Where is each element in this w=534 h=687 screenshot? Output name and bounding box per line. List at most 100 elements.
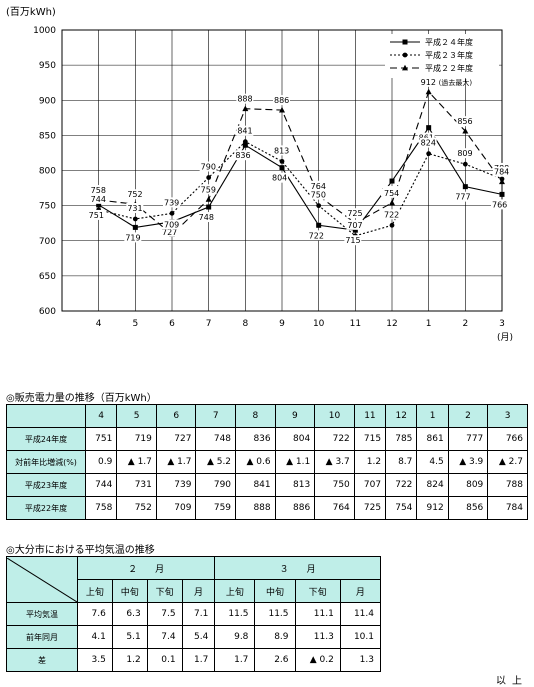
table-cell: 766 [487, 427, 528, 451]
data-label: 752 [127, 190, 142, 199]
chart-series [95, 88, 505, 239]
temperature-table: ２ 月 ３ 月 上旬 中旬 下旬月上旬 中旬 下旬月 平均気温 7.6 6.3 7.5 7.1 1… [6, 556, 382, 672]
table-cell: 9.8 [214, 625, 256, 649]
table-row: 平成23年度 744 731 739 790 841 813 750 707 722 824 809 7… [6, 473, 528, 497]
data-label-bg [87, 209, 105, 220]
table-cell: 764 [314, 496, 355, 520]
table-row: 差 3.5 1.2 0.1 1.7 1.7 2.6 ▲ 0.2 1.3 [6, 648, 382, 672]
table-cell: 719 [116, 427, 157, 451]
x-tick-label: 7 [206, 319, 212, 329]
row-label: 平均気温 [6, 602, 78, 626]
row-label: 平成22年度 [6, 496, 86, 520]
y-tick-label: 1000 [33, 26, 56, 36]
table-cell: 758 [84, 496, 118, 520]
data-point [316, 203, 322, 209]
month-header: 3 [487, 404, 528, 428]
sales-table: 4 5 6 7 8 9 10 11 12 1 2 3 平成24年度 751 719 727 748 836 804… [6, 404, 528, 520]
data-label: 754 [384, 189, 399, 198]
data-point [242, 142, 248, 148]
data-point [389, 199, 395, 206]
data-label: 856 [457, 117, 472, 126]
month-header: 8 [235, 404, 276, 428]
data-point [462, 161, 468, 167]
table-cell: 1.7 [181, 648, 216, 672]
table-row: 平成24年度 751 719 727 748 836 804 722 715 785 861 777 7… [6, 427, 528, 451]
data-point [462, 184, 468, 190]
data-label-bg [456, 116, 474, 127]
month-header-feb: ２ 月 [76, 556, 216, 580]
data-label: 715 [345, 236, 360, 245]
data-label-bg [89, 193, 107, 204]
table-cell: ▲ 2.7 [487, 450, 528, 474]
month-header: 2 [447, 404, 489, 428]
data-point [279, 106, 285, 113]
table-row: 平均気温 7.6 6.3 7.5 7.1 11.5 11.5 11.1 11.4 [6, 602, 382, 626]
y-tick-label: 950 [39, 61, 56, 71]
month-header: 6 [155, 404, 197, 428]
y-tick-label: 650 [39, 272, 56, 282]
data-label-bg [126, 202, 144, 213]
table-cell: 3.5 [77, 648, 113, 672]
month-header: 1 [416, 404, 449, 428]
data-label: 739 [164, 198, 179, 207]
data-label-bg [163, 219, 180, 230]
table-cell: 888 [235, 496, 276, 520]
y-tick-label: 750 [39, 202, 56, 212]
data-label-bg [271, 172, 288, 183]
data-point [205, 196, 212, 202]
period-header: 中旬 [111, 579, 148, 603]
data-label-bg [454, 191, 472, 202]
data-point [169, 210, 175, 216]
table-cell: 0.1 [146, 648, 183, 672]
table-cell: 1.2 [111, 648, 148, 672]
data-label-bg [234, 150, 252, 161]
table-cell: 744 [84, 473, 118, 497]
y-tick-label: 700 [39, 237, 56, 247]
data-point [389, 222, 395, 228]
data-label-bg [491, 199, 508, 210]
table-cell: 709 [155, 496, 197, 520]
data-label-bg [197, 212, 215, 223]
data-point [425, 88, 432, 95]
data-label: 764 [311, 182, 326, 191]
y-tick-label: 600 [39, 307, 56, 317]
table-cell: 7.4 [146, 625, 183, 649]
data-label: 709 [164, 220, 179, 229]
data-point [279, 158, 285, 164]
x-tick-label: 8 [242, 319, 248, 329]
table-cell: 11.3 [294, 625, 341, 649]
data-label-bg [199, 161, 217, 172]
data-label-bg [236, 125, 254, 136]
period-header: 中旬 [254, 579, 296, 603]
data-label-bg [236, 93, 254, 104]
sales-table-header: 4 5 6 7 8 9 10 11 12 1 2 3 [6, 404, 528, 428]
period-header: 下旬 [294, 579, 341, 603]
x-tick-label: 5 [132, 319, 138, 329]
data-label: 888 [237, 95, 252, 104]
x-tick-label: 4 [96, 319, 102, 329]
data-label: 784 [494, 168, 509, 177]
y-tick-label: 850 [39, 131, 56, 141]
data-label: 804 [272, 174, 287, 183]
data-point [426, 125, 432, 131]
series-2 [95, 88, 505, 237]
data-label: 813 [274, 146, 289, 155]
legend-marker [402, 39, 408, 45]
table-cell: 727 [155, 427, 197, 451]
table-cell: 7.5 [146, 602, 183, 626]
table-cell: 6.3 [111, 602, 148, 626]
data-label-bg [163, 197, 180, 208]
data-label-bg [307, 230, 325, 241]
period-header: 上旬 [214, 579, 256, 603]
table-cell: 5.1 [111, 625, 148, 649]
x-tick-label: 11 [350, 319, 361, 329]
table-cell: 722 [385, 473, 418, 497]
table-cell: ▲ 1.7 [155, 450, 197, 474]
table-cell: 754 [385, 496, 418, 520]
table-cell: 731 [116, 473, 157, 497]
x-tick-label: 1 [426, 319, 432, 329]
data-label: 722 [384, 210, 399, 219]
table-cell: 739 [155, 473, 197, 497]
data-label-bg [383, 187, 400, 198]
